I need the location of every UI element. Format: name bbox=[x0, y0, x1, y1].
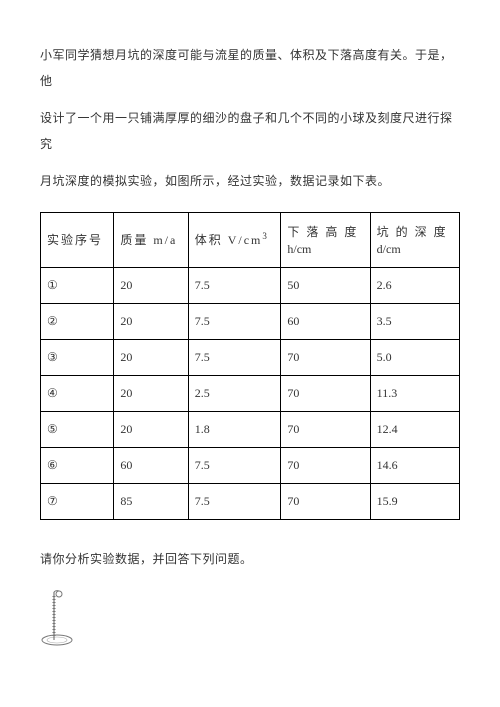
col-header-volume: 体积 V/cm3 bbox=[188, 212, 281, 267]
height-label: 下 落 高 度 bbox=[287, 225, 358, 239]
instruction-line: 请你分析实验数据，并回答下列问题。 bbox=[40, 546, 460, 572]
table-header-row: 实验序号 质量 m/a 体积 V/cm3 下 落 高 度 h/cm 坑 的 深 … bbox=[41, 212, 460, 267]
col-header-index: 实验序号 bbox=[41, 212, 114, 267]
table-cell: 20 bbox=[114, 339, 188, 375]
table-row: ⑤201.87012.4 bbox=[41, 411, 460, 447]
table-cell: 12.4 bbox=[370, 411, 459, 447]
table-cell: 7.5 bbox=[188, 483, 281, 519]
table-cell: 5.0 bbox=[370, 339, 459, 375]
table-cell: 14.6 bbox=[370, 447, 459, 483]
col-header-mass: 质量 m/a bbox=[114, 212, 188, 267]
intro-line-2: 设计了一个用一只铺满厚厚的细沙的盘子和几个不同的小球及刻度尺进行探究 bbox=[40, 105, 460, 158]
table-cell: 7.5 bbox=[188, 447, 281, 483]
table-cell: ① bbox=[41, 267, 114, 303]
col-header-depth: 坑 的 深 度 d/cm bbox=[370, 212, 459, 267]
table-cell: 20 bbox=[114, 303, 188, 339]
height-unit: h/cm bbox=[287, 242, 363, 257]
table-cell: 20 bbox=[114, 267, 188, 303]
table-cell: 2.6 bbox=[370, 267, 459, 303]
table-row: ⑥607.57014.6 bbox=[41, 447, 460, 483]
table-cell: 70 bbox=[281, 375, 370, 411]
table-body: ①207.5502.6②207.5603.5③207.5705.0④202.57… bbox=[41, 267, 460, 519]
table-cell: 50 bbox=[281, 267, 370, 303]
table-cell: 7.5 bbox=[188, 267, 281, 303]
table-cell: ③ bbox=[41, 339, 114, 375]
table-cell: 11.3 bbox=[370, 375, 459, 411]
apparatus-figure bbox=[40, 586, 82, 646]
table-cell: ④ bbox=[41, 375, 114, 411]
table-cell: ② bbox=[41, 303, 114, 339]
depth-label: 坑 的 深 度 bbox=[377, 225, 448, 239]
table-cell: 2.5 bbox=[188, 375, 281, 411]
table-cell: 7.5 bbox=[188, 339, 281, 375]
table-cell: 85 bbox=[114, 483, 188, 519]
table-row: ①207.5502.6 bbox=[41, 267, 460, 303]
intro-line-3: 月坑深度的模拟实验，如图所示，经过实验，数据记录如下表。 bbox=[40, 168, 460, 194]
table-cell: 60 bbox=[114, 447, 188, 483]
table-cell: ⑤ bbox=[41, 411, 114, 447]
table-cell: 3.5 bbox=[370, 303, 459, 339]
depth-unit: d/cm bbox=[377, 242, 453, 257]
table-cell: ⑦ bbox=[41, 483, 114, 519]
table-row: ③207.5705.0 bbox=[41, 339, 460, 375]
table-cell: 70 bbox=[281, 483, 370, 519]
apparatus-icon bbox=[40, 586, 82, 646]
table-cell: 70 bbox=[281, 339, 370, 375]
intro-line-1: 小军同学猜想月坑的深度可能与流星的质量、体积及下落高度有关。于是，他 bbox=[40, 42, 460, 95]
table-cell: 1.8 bbox=[188, 411, 281, 447]
table-cell: 70 bbox=[281, 447, 370, 483]
table-cell: 70 bbox=[281, 411, 370, 447]
table-row: ④202.57011.3 bbox=[41, 375, 460, 411]
table-cell: ⑥ bbox=[41, 447, 114, 483]
table-row: ⑦857.57015.9 bbox=[41, 483, 460, 519]
table-cell: 20 bbox=[114, 411, 188, 447]
table-cell: 60 bbox=[281, 303, 370, 339]
table-cell: 15.9 bbox=[370, 483, 459, 519]
col-header-height: 下 落 高 度 h/cm bbox=[281, 212, 370, 267]
experiment-data-table: 实验序号 质量 m/a 体积 V/cm3 下 落 高 度 h/cm 坑 的 深 … bbox=[40, 212, 460, 520]
volume-unit-sup: 3 bbox=[262, 231, 269, 241]
table-cell: 7.5 bbox=[188, 303, 281, 339]
table-row: ②207.5603.5 bbox=[41, 303, 460, 339]
table-cell: 20 bbox=[114, 375, 188, 411]
volume-label: 体积 V/cm bbox=[195, 233, 263, 247]
